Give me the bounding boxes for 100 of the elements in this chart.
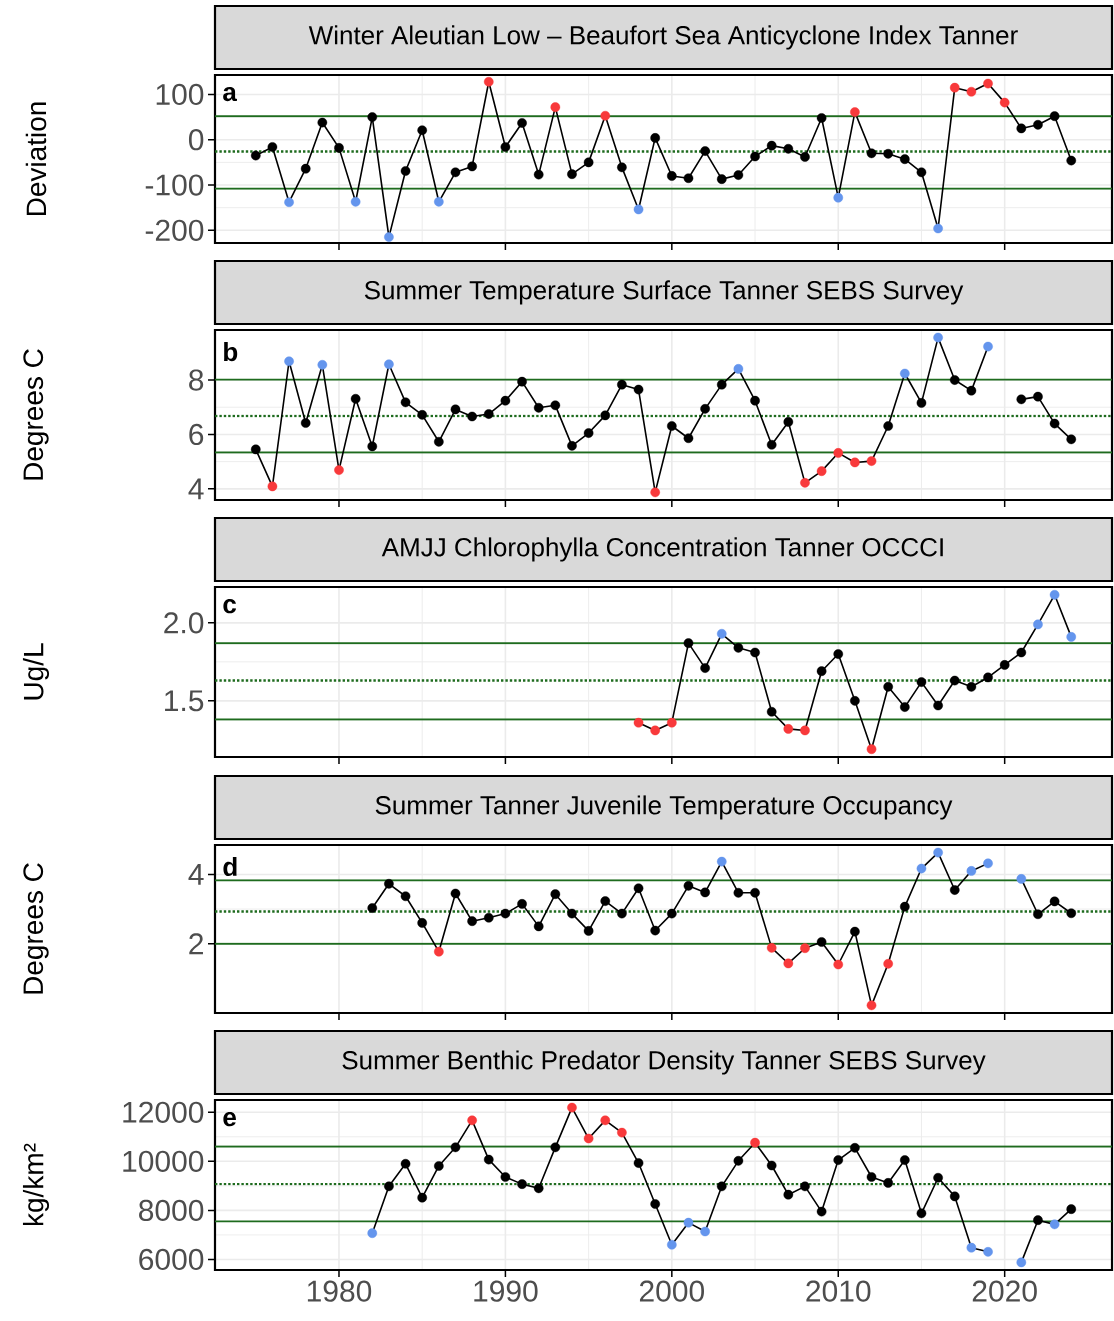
point xyxy=(617,162,627,173)
point xyxy=(250,150,261,161)
point xyxy=(866,148,877,159)
point xyxy=(667,171,677,181)
point xyxy=(434,196,444,207)
point xyxy=(850,696,860,706)
point xyxy=(1049,418,1060,429)
y-axis-title: kg/km² xyxy=(22,1143,50,1226)
point xyxy=(766,706,777,717)
point xyxy=(966,86,977,97)
point xyxy=(766,439,777,450)
point xyxy=(600,410,611,421)
y-axis-title: Ug/L xyxy=(22,643,50,700)
point xyxy=(367,903,378,913)
point xyxy=(667,421,677,431)
point xyxy=(517,376,527,387)
point xyxy=(600,110,611,121)
point xyxy=(633,204,644,215)
point xyxy=(800,943,810,954)
point xyxy=(384,878,394,889)
point xyxy=(1033,391,1043,402)
point xyxy=(700,663,710,673)
point xyxy=(267,142,278,152)
point xyxy=(467,1115,477,1126)
point xyxy=(949,375,960,385)
point xyxy=(617,379,627,390)
point xyxy=(434,436,444,447)
point xyxy=(284,197,294,208)
annotation: b xyxy=(224,342,238,362)
y-tick-label: 4 xyxy=(188,478,204,500)
chart-title: AMJJ Chlorophylla Concentration Tanner OCCCI xyxy=(381,537,943,562)
point xyxy=(384,1181,394,1192)
point xyxy=(933,1172,943,1183)
point xyxy=(367,1228,378,1238)
x-tick-label: 2010 xyxy=(806,1280,871,1302)
point xyxy=(334,143,344,153)
point xyxy=(900,901,910,912)
point xyxy=(1066,1204,1077,1214)
point xyxy=(1066,632,1077,642)
point xyxy=(1033,909,1043,920)
point xyxy=(250,444,261,455)
chart-title: Summer Temperature Surface Tanner SEBS Survey xyxy=(364,280,964,305)
point xyxy=(533,402,544,413)
y-axis-title: Degrees C xyxy=(23,863,49,994)
x-tick-label: 1980 xyxy=(307,1280,372,1302)
point xyxy=(900,702,910,712)
point xyxy=(533,921,544,932)
point xyxy=(816,937,827,947)
point xyxy=(550,400,561,411)
point xyxy=(933,332,943,343)
point xyxy=(550,889,561,899)
point xyxy=(833,448,844,458)
point xyxy=(766,1160,777,1171)
point xyxy=(400,166,411,176)
point xyxy=(800,1181,810,1192)
point xyxy=(467,916,477,926)
point xyxy=(1033,1215,1043,1225)
point xyxy=(866,1172,877,1182)
point xyxy=(317,360,328,370)
point xyxy=(567,908,577,919)
y-tick-label: -200 xyxy=(145,219,204,241)
point xyxy=(800,478,810,488)
y-tick-label: 10000 xyxy=(123,1150,204,1172)
point xyxy=(450,167,461,178)
point xyxy=(983,341,993,352)
point xyxy=(533,1183,544,1194)
point xyxy=(650,725,660,736)
point xyxy=(434,1161,444,1171)
point xyxy=(783,958,794,969)
point xyxy=(750,151,760,162)
point xyxy=(483,76,494,87)
point xyxy=(1033,619,1043,630)
point xyxy=(567,1102,577,1113)
point xyxy=(517,899,527,909)
point xyxy=(633,1158,644,1168)
point xyxy=(633,717,644,728)
point xyxy=(617,908,627,919)
point xyxy=(300,163,311,174)
point xyxy=(300,418,311,428)
point xyxy=(800,725,810,736)
point xyxy=(1049,1219,1060,1230)
point xyxy=(966,385,977,396)
point xyxy=(883,148,893,159)
point xyxy=(933,700,943,711)
point xyxy=(966,866,977,876)
point xyxy=(866,1000,877,1011)
point xyxy=(650,487,660,498)
point xyxy=(483,409,494,419)
point xyxy=(949,1191,960,1202)
point xyxy=(933,223,943,234)
y-tick-label: 0 xyxy=(188,129,204,151)
point xyxy=(550,1142,561,1153)
point xyxy=(1066,434,1077,445)
point xyxy=(400,397,411,408)
point xyxy=(500,1172,511,1182)
point xyxy=(750,647,760,658)
point xyxy=(783,1189,794,1200)
point xyxy=(400,1158,411,1169)
chart-title: Summer Tanner Juvenile Temperature Occupancy xyxy=(375,795,953,820)
point xyxy=(367,112,378,122)
